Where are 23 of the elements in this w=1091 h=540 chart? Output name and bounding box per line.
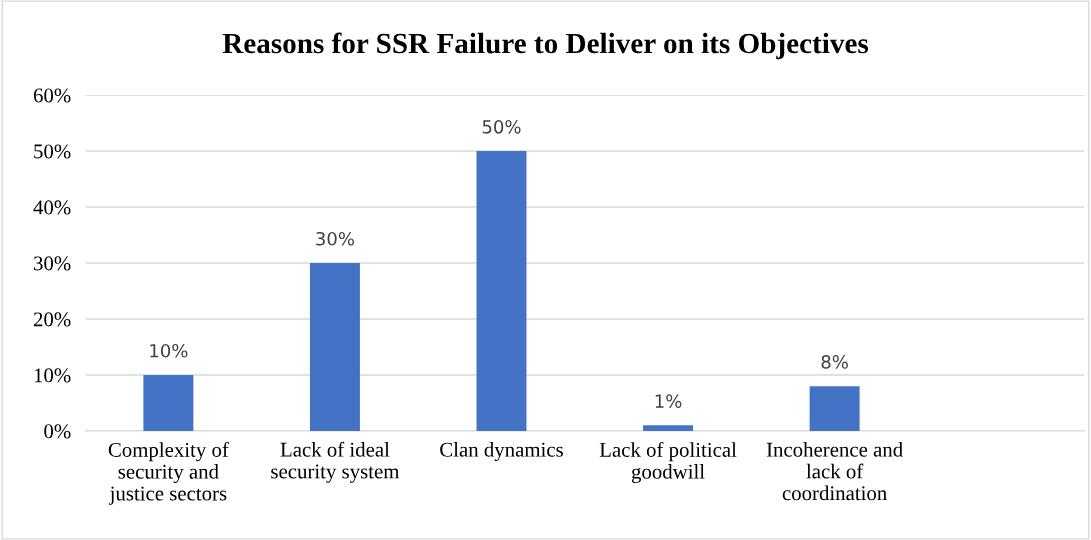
- data-label: 1%: [655, 394, 682, 408]
- y-tick-label: 0%: [44, 424, 71, 439]
- y-tick-label: 60%: [33, 88, 71, 103]
- x-tick-label: Complexity of security and justice sectors: [108, 442, 229, 505]
- x-tick-label: Lack of political goodwill: [599, 442, 737, 483]
- bar: [643, 425, 694, 431]
- y-tick-label: 50%: [34, 144, 71, 159]
- y-tick-label: 30%: [34, 256, 71, 271]
- data-label: 8%: [821, 355, 848, 369]
- bar: [143, 374, 194, 431]
- x-tick-label: Incoherence and lack of coordination: [766, 442, 903, 501]
- bar: [476, 151, 527, 431]
- data-label: 30%: [316, 231, 355, 246]
- bar: [309, 262, 360, 431]
- x-tick-label: Lack of ideal security system: [271, 441, 400, 483]
- y-tick-label: 10%: [34, 368, 71, 383]
- data-label: 10%: [150, 343, 188, 358]
- bar: [809, 386, 860, 431]
- y-tick-label: 20%: [33, 312, 71, 327]
- y-tick-label: 40%: [33, 200, 71, 215]
- chart-title: Reasons for SSR Failure to Deliver on its Objectives: [222, 32, 869, 60]
- data-label: 50%: [482, 119, 521, 134]
- x-tick-label: Clan dynamics: [440, 442, 563, 461]
